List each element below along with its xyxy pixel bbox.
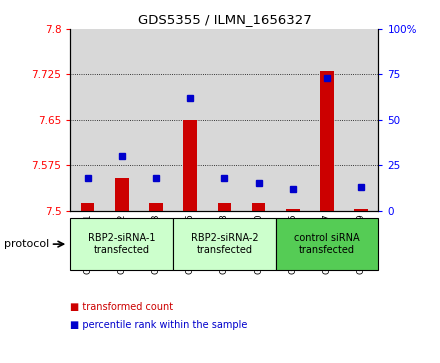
Text: ■ percentile rank within the sample: ■ percentile rank within the sample (70, 320, 248, 330)
Bar (70, 29, 105, 211)
Bar (320, 72, 334, 211)
Bar (276, 29, 310, 211)
Bar (242, 29, 276, 211)
Bar (310, 29, 344, 211)
Bar (149, 203, 163, 211)
Bar (217, 203, 231, 211)
Text: control siRNA
transfected: control siRNA transfected (294, 233, 360, 255)
Text: RBP2-siRNA-2
transfected: RBP2-siRNA-2 transfected (191, 233, 258, 255)
Bar (207, 29, 242, 211)
Bar (183, 120, 197, 211)
Text: protocol: protocol (4, 239, 50, 249)
Bar (355, 209, 368, 211)
Text: RBP2-siRNA-1
transfected: RBP2-siRNA-1 transfected (88, 233, 155, 255)
Text: ■ transformed count: ■ transformed count (70, 302, 173, 312)
Bar (252, 203, 265, 211)
Bar (139, 29, 173, 211)
Bar (344, 29, 378, 211)
Bar (115, 179, 128, 211)
Bar (105, 29, 139, 211)
Bar (173, 29, 207, 211)
Bar (286, 209, 300, 211)
Title: GDS5355 / ILMN_1656327: GDS5355 / ILMN_1656327 (138, 13, 311, 26)
Bar (81, 203, 94, 211)
